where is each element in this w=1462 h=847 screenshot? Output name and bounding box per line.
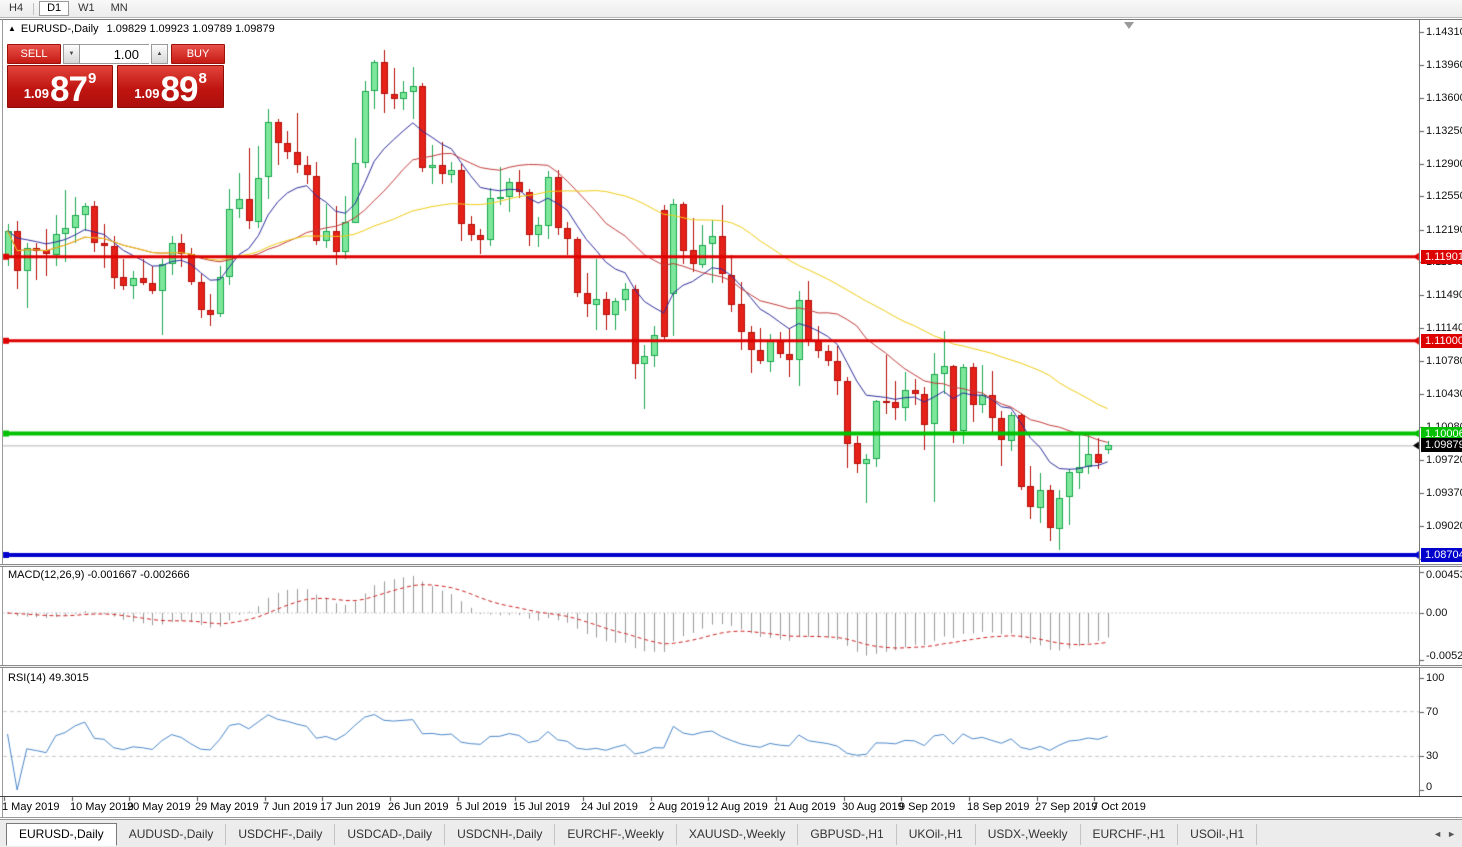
buy-price-box[interactable]: 1.09 89 8 (117, 65, 224, 108)
tab-usdx-weekly[interactable]: USDX-,Weekly (976, 824, 1081, 845)
date-label: 21 Aug 2019 (774, 801, 836, 813)
date-label: 20 May 2019 (127, 801, 191, 813)
price-tick-label: 1.12190 (1426, 223, 1462, 236)
date-label: 29 May 2019 (195, 801, 259, 813)
sell-button[interactable]: SELL (7, 44, 61, 64)
tab-eurchf-h1[interactable]: EURCHF-,H1 (1081, 824, 1179, 845)
date-label: 30 Aug 2019 (842, 801, 904, 813)
price-tick-label: 1.10430 (1426, 387, 1462, 400)
chart-title-ohlc: 1.09829 1.09923 1.09789 1.09879 (106, 23, 275, 35)
macd-indicator-label: MACD(12,26,9) -0.001667 -0.002666 (8, 569, 190, 581)
chart-left-border (2, 19, 3, 817)
rsi-level-label: 70 (1426, 705, 1439, 718)
sell-price-sup: 9 (87, 70, 97, 87)
tab-scroll-left-icon[interactable]: ◄ (1433, 829, 1442, 839)
current-price-tag: 1.09879 (1421, 438, 1462, 453)
rsi-level-label: 30 (1426, 750, 1439, 763)
hline-price-tag: 1.08704 (1421, 548, 1462, 562)
tab-usdcnh-daily[interactable]: USDCNH-,Daily (445, 824, 556, 845)
rsi-indicator-label: RSI(14) 49.3015 (8, 672, 89, 684)
symbol-tab-bar: EURUSD-,Daily AUDUSD-,Daily USDCHF-,Daily U… (0, 819, 1462, 847)
tab-usoil-h1[interactable]: USOil-,H1 (1178, 824, 1258, 845)
sell-price-small: 1.09 (23, 86, 50, 101)
volume-decrease-button[interactable]: ▼ (63, 44, 80, 64)
toolbar-separator (33, 2, 35, 15)
price-tick-label: 1.09720 (1426, 454, 1462, 467)
price-tick-label: 1.09370 (1426, 486, 1462, 499)
price-tick-label: 1.11140 (1426, 321, 1462, 334)
tab-eurchf-weekly[interactable]: EURCHF-,Weekly (555, 824, 677, 845)
tab-xauusd-weekly[interactable]: XAUUSD-,Weekly (677, 824, 799, 845)
timeframe-button-mn[interactable]: MN (110, 2, 128, 14)
date-label: 7 Oct 2019 (1092, 801, 1146, 813)
date-label: 10 May 2019 (70, 801, 134, 813)
date-label: 17 Jun 2019 (320, 801, 381, 813)
date-label: 5 Jul 2019 (456, 801, 507, 813)
price-tick-label: 1.11490 (1426, 289, 1462, 302)
timeframe-button-d1[interactable]: D1 (39, 1, 70, 16)
volume-input[interactable] (80, 44, 149, 64)
tab-usdcad-daily[interactable]: USDCAD-,Daily (335, 824, 446, 845)
timeframe-button-h4[interactable]: H4 (9, 2, 24, 14)
buy-price-sup: 8 (198, 70, 207, 87)
price-tick-label: 1.13600 (1426, 92, 1462, 105)
tab-eurusd-daily[interactable]: EURUSD-,Daily (6, 823, 117, 846)
timeframe-button-w1[interactable]: W1 (78, 2, 95, 14)
date-label: 7 Jun 2019 (263, 801, 318, 813)
sell-price-big: 87 (50, 69, 88, 109)
chevron-down-icon: ▼ (68, 51, 75, 57)
date-label: 24 Jul 2019 (581, 801, 638, 813)
buy-price-big: 89 (160, 69, 199, 109)
tab-usdchf-daily[interactable]: USDCHF-,Daily (226, 824, 336, 845)
hline-price-tag: 1.11000 (1421, 333, 1462, 348)
date-label: 26 Jun 2019 (388, 801, 449, 813)
chevron-up-icon: ▲ (156, 51, 163, 57)
rsi-level-label: 100 (1426, 672, 1445, 684)
date-label: 27 Sep 2019 (1035, 801, 1098, 813)
collapse-panel-icon[interactable]: ▲ (8, 24, 16, 33)
timeframe-toolbar: H4 D1 W1 MN (0, 0, 1462, 18)
sell-price-box[interactable]: 1.09 87 9 (7, 65, 113, 108)
panel-splitter-rsi[interactable] (0, 665, 1462, 668)
chart-top-border (0, 19, 1462, 20)
panel-splitter-macd[interactable] (0, 564, 1462, 567)
chart-title-symbol: EURUSD-,Daily (20, 23, 99, 35)
one-click-trading-panel: SELL ▼ ▲ BUY 1.09 87 9 1.09 89 8 (7, 44, 225, 108)
price-tick-label: 1.13960 (1426, 58, 1462, 71)
tab-scroll-right-icon[interactable]: ► (1447, 829, 1456, 839)
price-tick-label: 1.09020 (1426, 519, 1462, 532)
macd-max-label: 0.004536 (1426, 569, 1462, 581)
price-tick-label: 1.12550 (1426, 190, 1462, 203)
price-tick-label: 1.12900 (1426, 157, 1462, 170)
tab-gbpusd-h1[interactable]: GBPUSD-,H1 (798, 824, 897, 845)
tab-audusd-daily[interactable]: AUDUSD-,Daily (117, 824, 227, 845)
price-tick-label: 1.13250 (1426, 124, 1462, 137)
buy-price-small: 1.09 (134, 86, 160, 101)
macd-min-label: -0.005205 (1426, 650, 1462, 662)
date-label: 2 Aug 2019 (649, 801, 705, 813)
chart-shift-marker-icon[interactable] (1124, 22, 1134, 29)
volume-increase-button[interactable]: ▲ (151, 44, 168, 64)
date-label: 12 Aug 2019 (706, 801, 768, 813)
price-tick-label: 1.14310 (1426, 26, 1462, 38)
price-tick-label: 1.10780 (1426, 355, 1462, 368)
rsi-level-label: 0 (1426, 781, 1433, 793)
date-label: 1 May 2019 (2, 801, 60, 813)
buy-button[interactable]: BUY (171, 44, 225, 64)
date-label: 9 Sep 2019 (899, 801, 956, 813)
hline-price-tag: 1.11901 (1421, 249, 1462, 264)
price-axis-divider (1419, 19, 1420, 797)
chart-title: ▲ EURUSD-,Daily 1.09829 1.09923 1.09789 1.… (8, 23, 275, 35)
tab-ukoil-h1[interactable]: UKOil-,H1 (897, 824, 976, 845)
bottom-border (0, 817, 1462, 818)
hline-price-tag: 1.10006 (1421, 426, 1462, 441)
date-label: 15 Jul 2019 (513, 801, 570, 813)
macd-zero-label: 0.00 (1426, 606, 1448, 619)
date-label: 18 Sep 2019 (967, 801, 1030, 813)
date-axis-border (0, 796, 1462, 797)
